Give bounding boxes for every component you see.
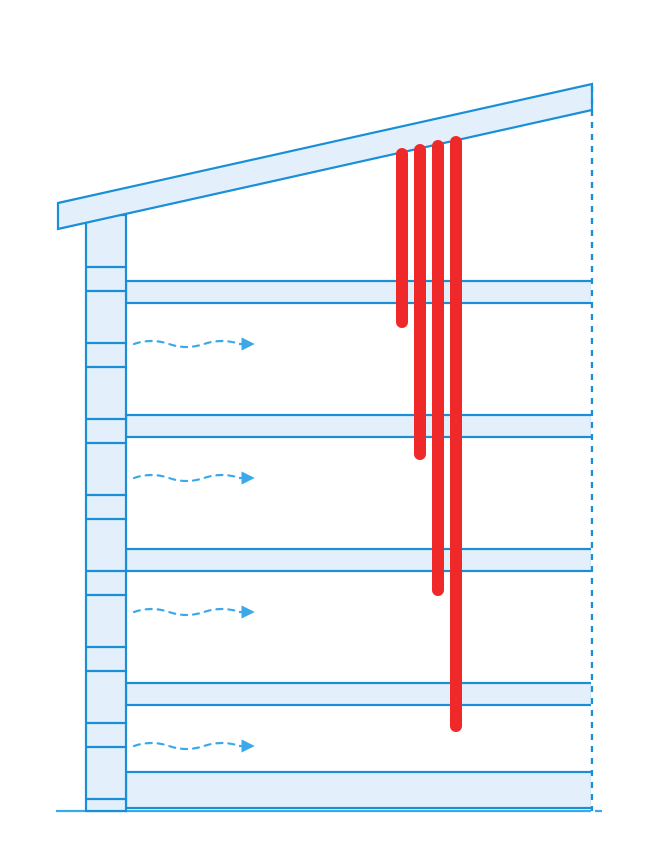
floor-slab-2 [126, 549, 592, 571]
floor-slab-0 [126, 281, 592, 303]
floors-group [126, 281, 592, 808]
airflow-arrow-tail-0 [134, 341, 240, 347]
building-section-diagram [0, 0, 658, 860]
airflow-arrow-tail-2 [134, 609, 240, 615]
floor-slab-3 [126, 683, 592, 705]
airflow-arrow-tail-3 [134, 743, 240, 749]
roof [58, 84, 592, 229]
wall-outer [86, 215, 126, 811]
wall-group [86, 215, 126, 811]
airflow-arrow-tail-1 [134, 475, 240, 481]
floor-slab-4 [126, 772, 592, 808]
floor-slab-1 [126, 415, 592, 437]
